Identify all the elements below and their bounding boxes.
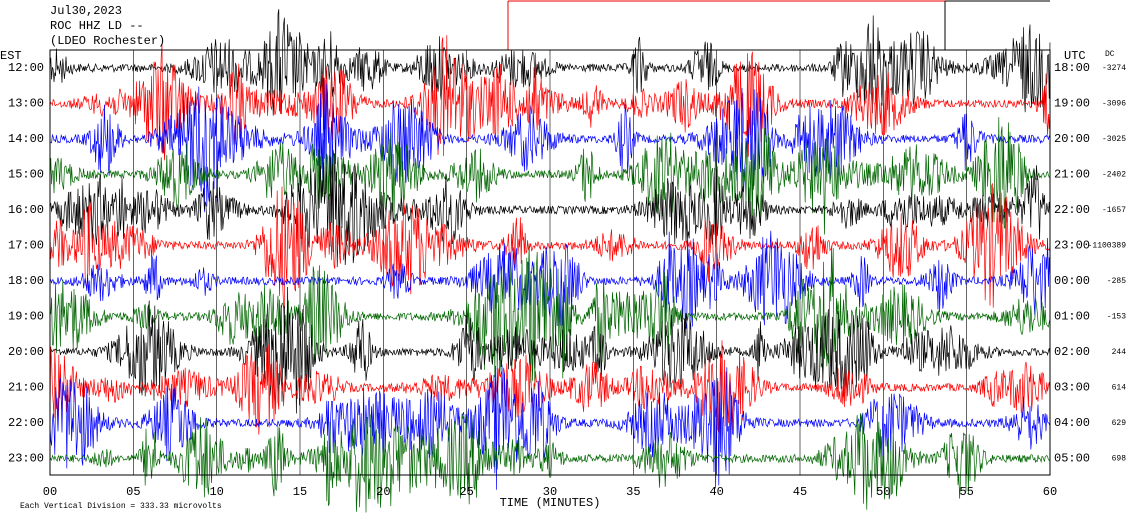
network: (LDEO Rochester) [50,34,165,48]
dc-value: -2402 [1102,171,1126,180]
right-time-label: 19:00 [1054,97,1090,111]
x-tick-label: 45 [793,485,807,499]
x-tick-label: 15 [293,485,307,499]
right-axis-title: UTC [1064,49,1086,63]
dc-value: -153 [1107,313,1126,322]
left-time-label: 13:00 [8,97,44,111]
footer: Each Vertical Division = 333.33 microvol… [20,502,222,511]
station: ROC HHZ LD -- [50,19,144,33]
x-tick-label: 20 [376,485,390,499]
left-time-label: 17:00 [8,239,44,253]
x-axis-title: TIME (MINUTES) [500,496,601,510]
left-time-label: 16:00 [8,203,44,217]
dc-value: -3274 [1102,64,1126,73]
dc-value: 244 [1112,348,1127,357]
right-time-label: 21:00 [1054,168,1090,182]
trace [49,153,1051,268]
x-tick-label: 30 [543,485,557,499]
dc-value: -3096 [1102,100,1126,109]
dc-title: DC [1105,50,1115,59]
x-tick-label: 25 [459,485,473,499]
dc-value: 614 [1112,384,1127,393]
traces [49,9,1051,513]
trace [49,77,1051,213]
right-time-label: 03:00 [1054,381,1090,395]
right-time-label: 05:00 [1054,452,1090,466]
plot-frame [49,49,1051,476]
trace [49,230,1051,330]
trace [49,340,1051,435]
left-time-label: 12:00 [8,61,44,75]
trace [49,9,1051,116]
x-tick-label: 55 [959,485,973,499]
x-tick-label: 60 [1043,485,1057,499]
x-tick-label: 40 [709,485,723,499]
dc-value: 698 [1112,455,1127,464]
left-time-label: 19:00 [8,310,44,324]
right-time-label: 22:00 [1054,203,1090,217]
left-time-label: 23:00 [8,452,44,466]
left-time-label: 18:00 [8,274,44,288]
trace [49,243,1051,390]
right-time-label: 00:00 [1054,274,1090,288]
left-time-label: 14:00 [8,132,44,146]
left-time-label: 22:00 [8,416,44,430]
trace [49,286,1051,414]
left-time-label: 15:00 [8,168,44,182]
x-tick-label: 35 [626,485,640,499]
x-tick-label: 10 [209,485,223,499]
right-time-label: 23:00 [1054,239,1090,253]
dc-value: -285 [1107,277,1126,286]
dc-value: -1657 [1102,206,1126,215]
x-tick-label: 00 [43,485,57,499]
left-time-label: 20:00 [8,345,44,359]
right-time-label: 20:00 [1054,132,1090,146]
left-time-label: 21:00 [8,381,44,395]
date: Jul30,2023 [50,4,122,18]
right-time-label: 02:00 [1054,345,1090,359]
trace [49,183,1051,310]
right-time-label: 04:00 [1054,416,1090,430]
trace [49,117,1051,235]
dc-value: -1100389 [1088,242,1127,251]
trace [49,412,1051,513]
x-tick-label: 50 [876,485,890,499]
right-time-label: 18:00 [1054,61,1090,75]
dc-value: 629 [1112,419,1127,428]
dc-value: -3025 [1102,135,1126,144]
left-axis-title: EST [0,49,22,63]
right-time-label: 01:00 [1054,310,1090,324]
x-tick-label: 05 [126,485,140,499]
